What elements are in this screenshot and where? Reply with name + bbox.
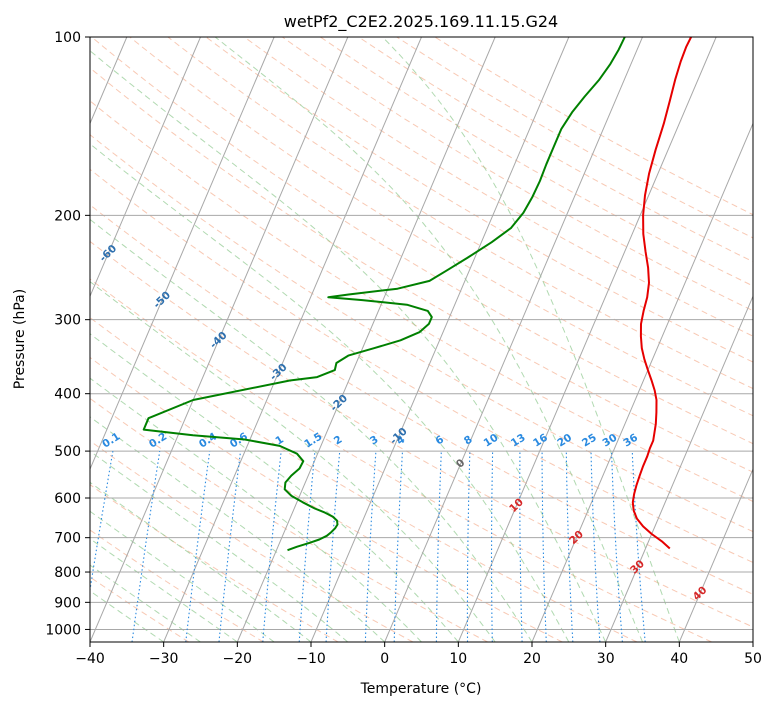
- moist-adiabats: [0, 37, 679, 642]
- dry-adiabat: [0, 37, 775, 642]
- dry-adiabat: [435, 37, 775, 642]
- isotherm-label: 20: [567, 528, 586, 547]
- mixing-ratio-label: 30: [601, 432, 620, 450]
- isotherm-label: -30: [268, 361, 290, 383]
- mixing-ratio-label: 2: [332, 434, 345, 448]
- x-tick-label: −20: [223, 651, 253, 667]
- mixing-ratio-label: 13: [509, 432, 528, 450]
- dry-adiabat: [282, 37, 775, 642]
- y-tick-label: 800: [54, 565, 81, 581]
- isotherm-line: [753, 37, 775, 642]
- x-tick-label: −30: [149, 651, 179, 667]
- moist-adiabat: [0, 37, 458, 642]
- chart-title: wetPf2_C2E2.2025.169.11.15.G24: [284, 12, 558, 32]
- isotherm-label: 40: [691, 584, 710, 603]
- y-tick-label: 300: [54, 313, 81, 329]
- isotherm-line: [385, 37, 643, 642]
- mixing-ratio-label: 6: [433, 434, 446, 448]
- mixing-ratio-label: 0.4: [197, 431, 219, 451]
- moist-adiabat: [0, 37, 201, 642]
- dry-adiabat: [92, 37, 775, 642]
- dry-adiabat: [359, 37, 775, 642]
- isotherm-label: 10: [507, 496, 526, 515]
- x-tick-label: 20: [523, 651, 541, 667]
- dry-adiabat: [244, 37, 775, 642]
- x-tick-label: 50: [744, 651, 762, 667]
- x-tick-label: 10: [449, 651, 467, 667]
- moist-adiabat: [0, 37, 495, 642]
- y-tick-label: 200: [54, 208, 81, 224]
- moist-adiabat: [0, 37, 311, 642]
- isotherm-line: [0, 37, 201, 642]
- dry-adiabat: [0, 37, 338, 642]
- isotherm-line: [311, 37, 569, 642]
- isotherm-label: -40: [208, 329, 230, 351]
- x-tick-label: −40: [75, 651, 105, 667]
- mixing-ratio-line: [520, 451, 522, 642]
- mixing-ratio-label: 36: [621, 432, 640, 450]
- moist-adiabat: [0, 37, 274, 642]
- y-tick-label: 100: [54, 30, 81, 46]
- dewpoint-profile-line: [144, 37, 625, 550]
- plot-area: 0.10.20.40.611.52346810131620253036-100-…: [0, 36, 775, 642]
- dry-adiabat: [0, 37, 775, 642]
- dry-adiabat: [0, 37, 637, 642]
- dry-adiabat: [0, 37, 775, 642]
- y-tick-label: 500: [54, 444, 81, 460]
- isotherm-label: -50: [151, 289, 173, 311]
- x-tick-label: −10: [296, 651, 326, 667]
- dry-adiabats: [0, 37, 775, 642]
- isotherm-label: -20: [328, 392, 350, 414]
- isotherm-line: [606, 37, 775, 642]
- y-tick-label: 700: [54, 531, 81, 547]
- mixing-ratio-label: 0.1: [100, 431, 122, 451]
- mixing-ratio-lines: [82, 451, 645, 642]
- dry-adiabat: [0, 37, 562, 642]
- mixing-ratio-label: 3: [368, 434, 381, 448]
- isotherm-line: [237, 37, 495, 642]
- mixing-ratio-line: [566, 451, 573, 642]
- dry-adiabat: [0, 37, 413, 642]
- mixing-ratio-label: 10: [482, 432, 501, 450]
- moist-adiabat: [0, 37, 532, 642]
- dry-adiabat: [0, 37, 775, 642]
- dry-adiabat: [0, 37, 488, 642]
- dry-adiabat: [168, 37, 775, 642]
- y-tick-label: 400: [54, 387, 81, 403]
- moist-adiabat: [0, 37, 348, 642]
- isotherms: [0, 37, 775, 642]
- isotherm-label: 30: [628, 558, 647, 577]
- temperature-profile-line: [633, 37, 691, 549]
- moist-adiabat: [0, 37, 569, 642]
- mixing-ratio-line: [436, 451, 441, 642]
- mixing-ratio-line: [186, 451, 210, 642]
- isotherm-line: [16, 37, 274, 642]
- moist-adiabat: [215, 37, 642, 642]
- mixing-ratio-line: [82, 451, 113, 642]
- x-tick-label: 0: [380, 651, 389, 667]
- mixing-ratio-line: [492, 451, 493, 642]
- y-tick-label: 900: [54, 595, 81, 611]
- mixing-ratio-label: 20: [555, 432, 574, 450]
- dry-adiabat: [0, 37, 189, 642]
- isotherm-line: [458, 37, 716, 642]
- x-axis-label: Temperature (°C): [360, 681, 482, 697]
- isotherm-line: [679, 37, 775, 642]
- isotherm-label: -80: [0, 147, 13, 169]
- dry-adiabat: [0, 37, 712, 642]
- x-tick-label: 40: [670, 651, 688, 667]
- isotherm-label: 0: [454, 457, 468, 471]
- y-axis-label: Pressure (hPa): [12, 289, 28, 389]
- x-tick-label: 30: [597, 651, 615, 667]
- mixing-ratio-label: 25: [580, 432, 599, 450]
- y-tick-label: 600: [54, 491, 81, 507]
- mixing-ratio-label: 1.5: [302, 431, 324, 451]
- dry-adiabat: [206, 37, 775, 642]
- y-tick-label: 1000: [45, 622, 81, 638]
